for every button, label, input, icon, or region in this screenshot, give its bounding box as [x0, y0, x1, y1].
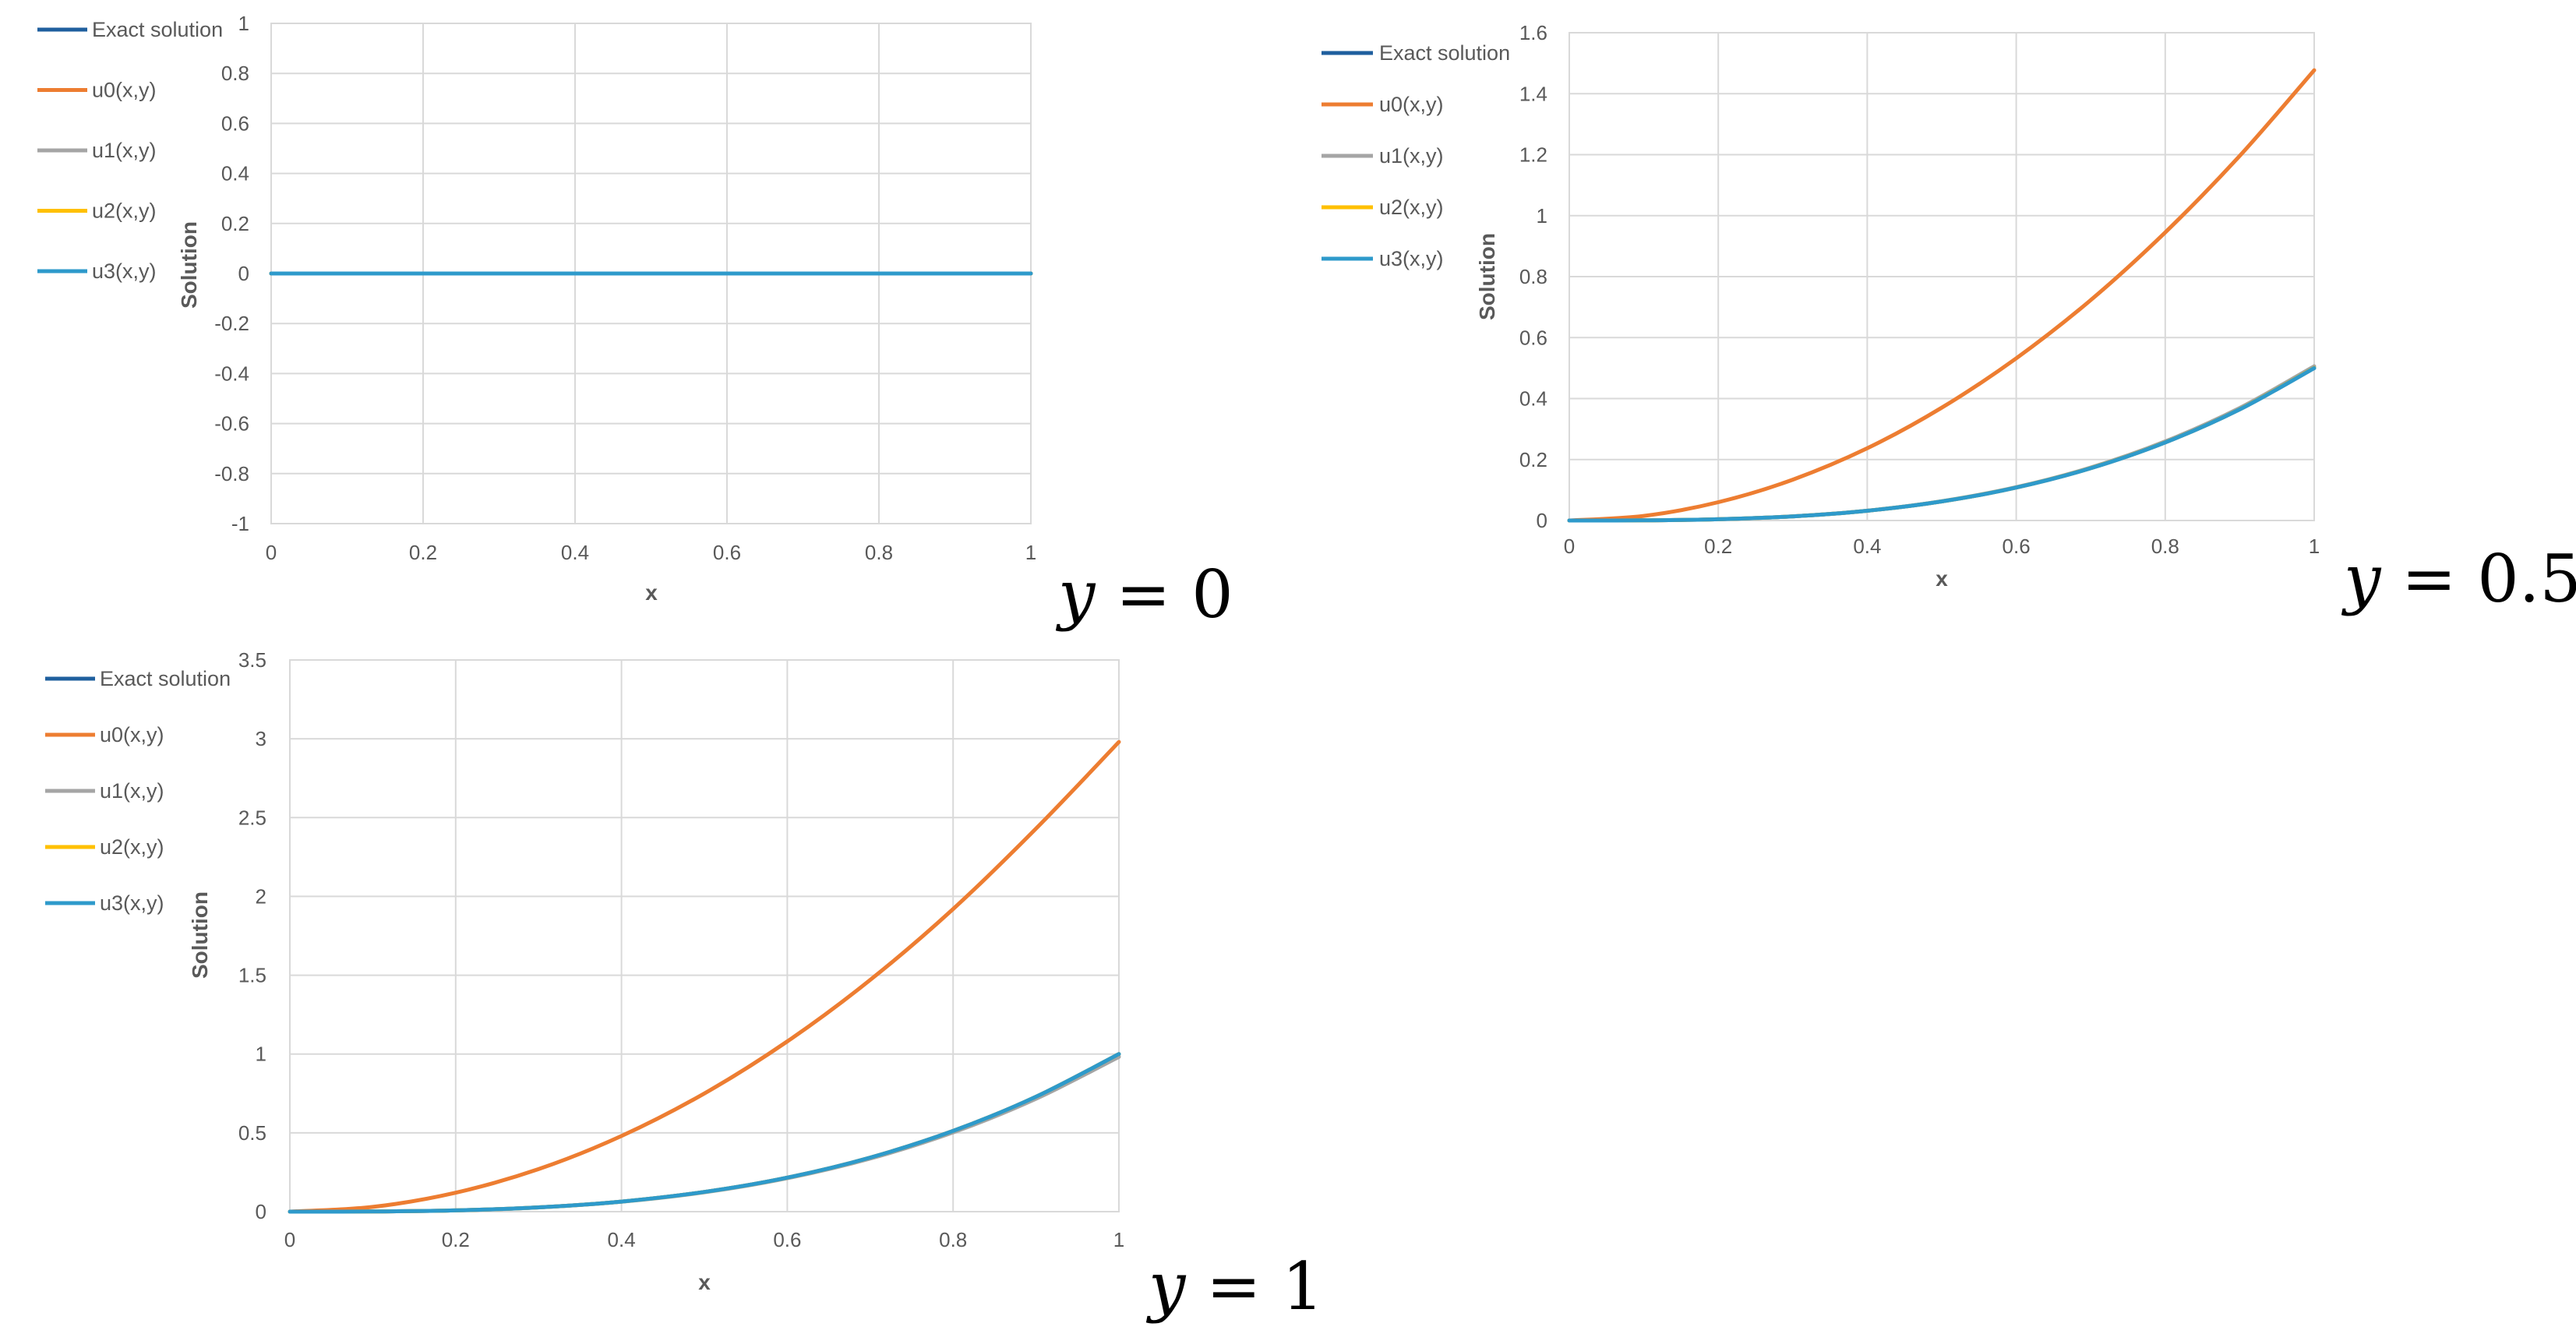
legend-entry: u3(x,y): [100, 891, 164, 915]
chart-panel-2: 0 0.2 0.4 0.6 0.8 1 0 0.2 0.4 0.6 0.8 1 1.2 1.4 1.6 Sol…: [1322, 21, 2576, 617]
legend-entry: u0(x,y): [92, 79, 157, 102]
x-tick-label: 0.4: [608, 1228, 636, 1251]
x-tick-label: 0.6: [2003, 535, 2031, 558]
x-tick-label: 0.2: [442, 1228, 470, 1251]
y-tick-label: -1: [231, 512, 249, 535]
x-tick-label: 0.4: [561, 541, 589, 564]
series-line-u2-x-y-: [1567, 365, 2317, 523]
y-tick-label: 1.2: [1519, 143, 1547, 167]
y-axis-title: Solution: [188, 891, 212, 979]
series-line-u0-x-y-: [288, 739, 1121, 1214]
panel-label: y = 0: [1055, 556, 1233, 633]
panel-label-value: = 1: [1185, 1248, 1323, 1325]
series-line-exact-solution: [1567, 365, 2317, 523]
y-tick-label: 1: [256, 1043, 266, 1066]
y-tick-label: -0.6: [214, 412, 249, 436]
series-line-u0-x-y-: [1567, 68, 2317, 523]
y-tick-label: 0.8: [221, 62, 249, 85]
legend-entry: u0(x,y): [100, 723, 164, 746]
y-tick-label: 0.2: [221, 212, 249, 235]
y-tick-label: 0: [238, 262, 249, 285]
panel-label-value: = 0: [1095, 556, 1233, 633]
y-tick-label: 0.5: [238, 1121, 266, 1145]
x-tick-label: 0.8: [865, 541, 893, 564]
legend-entry: Exact solution: [92, 18, 223, 41]
y-axis-title: Solution: [177, 221, 201, 309]
x-tick-label: 1: [1025, 541, 1036, 564]
x-tick-label: 0.6: [773, 1228, 801, 1251]
panel-label: y = 1: [1145, 1248, 1324, 1325]
y-tick-label: 0.8: [1519, 265, 1547, 288]
legend-entry: u2(x,y): [1379, 196, 1444, 219]
legend-entry: u3(x,y): [92, 259, 157, 283]
x-tick-label: 0.6: [713, 541, 741, 564]
legend-entry: u1(x,y): [92, 139, 157, 162]
x-axis-title: x: [698, 1270, 711, 1294]
legend-entry: u3(x,y): [1379, 247, 1444, 270]
x-tick-label: 1: [1113, 1228, 1124, 1251]
x-tick-label: 0: [266, 541, 277, 564]
y-tick-label: 1.4: [1519, 82, 1547, 105]
y-tick-label: 0: [1537, 509, 1547, 532]
panel-label-variable: y: [2341, 541, 2382, 617]
plot-area-border: [289, 659, 1120, 1212]
legend-entry: Exact solution: [1379, 41, 1510, 65]
series-line-u3-x-y-: [288, 1052, 1121, 1214]
legend-entry: u0(x,y): [1379, 93, 1444, 116]
y-tick-label: 1: [238, 12, 249, 35]
y-tick-label: -0.8: [214, 462, 249, 485]
series-line-u1-x-y-: [1567, 364, 2317, 523]
panel-label-value: = 0.5: [2380, 541, 2576, 617]
legend-entry: u2(x,y): [92, 199, 157, 223]
panel-label-variable: y: [1055, 556, 1096, 633]
x-tick-label: 0: [284, 1228, 295, 1251]
panel-label: y = 0.5: [2341, 541, 2576, 617]
y-tick-label: 1.5: [238, 964, 266, 987]
y-axis-title: Solution: [1475, 233, 1499, 320]
legend-entry: u1(x,y): [1379, 144, 1444, 168]
x-tick-label: 0.8: [939, 1228, 967, 1251]
x-tick-label: 1: [2309, 535, 2320, 558]
legend-entry: u1(x,y): [100, 779, 164, 803]
y-tick-label: 0.4: [1519, 387, 1547, 411]
chart-panel-3: 0 0.2 0.4 0.6 0.8 1 0 0.5 1 1.5 2 2.5 3 3.5 Solution x E…: [45, 648, 1324, 1325]
legend-entry: Exact solution: [100, 667, 231, 690]
x-axis-title: x: [645, 581, 658, 605]
panel-label-variable: y: [1145, 1248, 1187, 1325]
y-tick-label: 0.4: [221, 162, 249, 185]
x-tick-label: 0.2: [409, 541, 437, 564]
y-tick-label: 3.5: [238, 648, 266, 672]
series-line-u3-x-y-: [1567, 365, 2317, 523]
y-tick-label: 0.6: [1519, 326, 1547, 349]
y-tick-label: 3: [256, 727, 266, 750]
legend-entry: u2(x,y): [100, 835, 164, 859]
y-tick-label: 2.5: [238, 806, 266, 829]
y-tick-label: 1: [1537, 204, 1547, 228]
x-tick-label: 0.8: [2151, 535, 2179, 558]
series-line-u1-x-y-: [288, 1054, 1121, 1214]
x-tick-label: 0.2: [1704, 535, 1732, 558]
y-tick-label: 0: [256, 1200, 266, 1223]
y-tick-label: 2: [256, 884, 266, 908]
y-tick-label: -0.2: [214, 312, 249, 335]
y-tick-label: 0.2: [1519, 448, 1547, 471]
y-tick-label: 0.6: [221, 111, 249, 135]
x-axis-title: x: [1936, 566, 1948, 591]
x-tick-label: 0.4: [1853, 535, 1881, 558]
x-tick-label: 0: [1564, 535, 1575, 558]
y-tick-label: 1.6: [1519, 21, 1547, 44]
chart-panel-1: 0 0.2 0.4 0.6 0.8 1 -1 -0.8 -0.6 -0.4 -0.2 0 0.2 0.4 0…: [37, 12, 1233, 633]
y-tick-label: -0.4: [214, 362, 249, 385]
